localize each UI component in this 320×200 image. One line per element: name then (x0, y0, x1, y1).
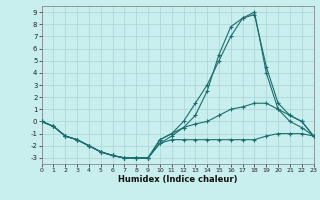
X-axis label: Humidex (Indice chaleur): Humidex (Indice chaleur) (118, 175, 237, 184)
